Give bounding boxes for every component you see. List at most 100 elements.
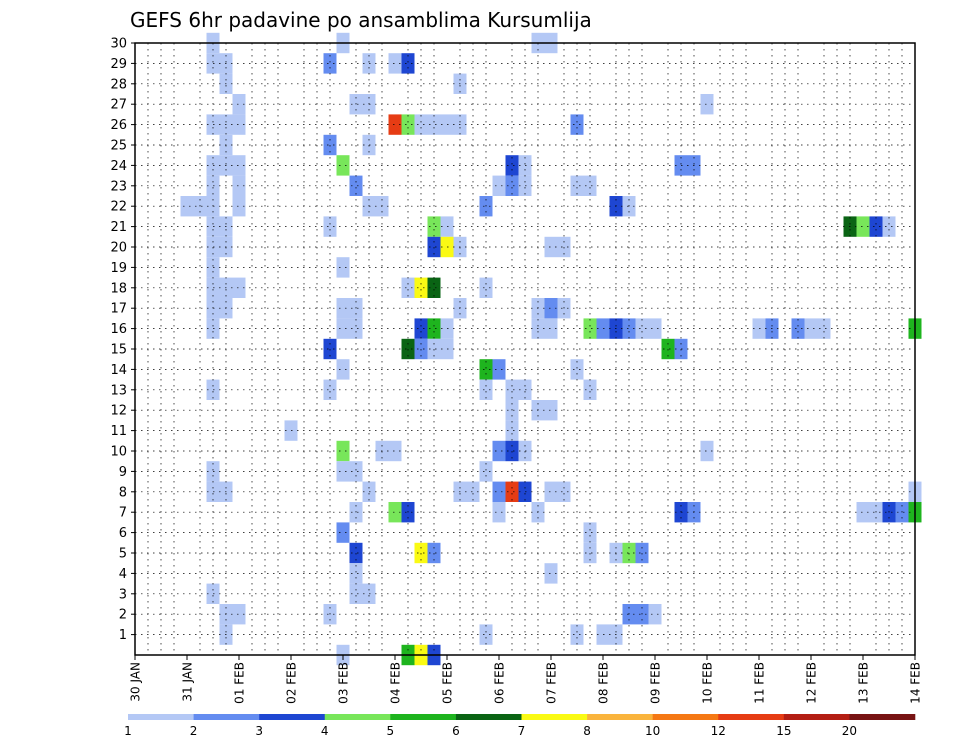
heatmap-cell	[700, 440, 714, 462]
heatmap-cell	[336, 359, 350, 380]
legend-swatch	[193, 714, 260, 720]
heatmap-cell	[323, 379, 337, 400]
heatmap-cell	[232, 196, 246, 217]
heatmap-cell	[505, 175, 519, 196]
y-tick-label: 14	[110, 363, 127, 378]
legend-label: 20	[842, 724, 857, 738]
heatmap-cell	[544, 236, 558, 258]
heatmap-cell	[388, 53, 402, 74]
heatmap-cell	[336, 440, 350, 462]
y-tick-label: 3	[119, 587, 127, 602]
heatmap-cell	[544, 400, 558, 421]
y-tick-label: 24	[110, 159, 127, 174]
heatmap-cell	[336, 298, 350, 319]
y-tick-label: 9	[119, 465, 127, 480]
y-tick-label: 6	[119, 526, 127, 541]
heatmap-cell	[336, 318, 350, 339]
x-tick-label: 01 FEB	[233, 662, 247, 704]
y-tick-label: 30	[110, 37, 127, 52]
heatmap-cell	[232, 604, 246, 625]
x-tick-label: 10 FEB	[701, 662, 715, 704]
x-tick-label: 02 FEB	[285, 662, 299, 704]
x-tick-label: 08 FEB	[597, 662, 611, 704]
heatmap-cell	[349, 461, 363, 482]
heatmap-cell	[232, 277, 246, 298]
heatmap-cell	[505, 420, 519, 441]
y-tick-label: 13	[110, 383, 127, 398]
heatmap-cell	[336, 522, 350, 543]
heatmap-cell	[492, 481, 506, 502]
y-tick-label: 12	[110, 404, 127, 419]
heatmap-cell	[349, 563, 363, 584]
color-legend: 1 2 3 4 5 6 7 8 10 12 15 20	[124, 714, 916, 738]
x-tick-label: 03 FEB	[337, 662, 351, 704]
x-tick-label: 09 FEB	[649, 662, 663, 704]
heatmap-cell	[336, 257, 350, 278]
legend-swatch	[259, 714, 326, 720]
heatmap-cell	[882, 216, 896, 237]
heatmap-cell	[479, 624, 493, 645]
y-tick-label: 7	[119, 506, 127, 521]
heatmap-cell	[544, 563, 558, 584]
x-tick-label: 30 JAN	[129, 662, 143, 702]
heatmap-cell	[583, 318, 597, 339]
heatmap-cell	[505, 379, 519, 400]
heatmap-cell	[427, 114, 441, 135]
heatmap-cell	[570, 359, 584, 380]
heatmap-cell	[505, 155, 519, 176]
legend-label: 3	[255, 724, 263, 738]
heatmap-cell	[648, 318, 662, 339]
legend-label: 15	[776, 724, 791, 738]
legend-swatch	[521, 714, 588, 720]
y-tick-label: 28	[110, 77, 127, 92]
heatmap-cell	[635, 318, 649, 339]
y-tick-label: 2	[119, 608, 127, 623]
legend-label: 1	[124, 724, 132, 738]
chart-title: GEFS 6hr padavine po ansamblima Kursumli…	[130, 8, 592, 32]
heatmap-cell	[570, 175, 584, 196]
legend-label: 5	[387, 724, 395, 738]
legend-swatch	[455, 714, 522, 720]
heatmap-cell	[869, 216, 883, 237]
y-axis: 1234567891011121314151617181920212223242…	[110, 37, 135, 643]
heatmap-cell	[557, 481, 571, 502]
heatmap-cell	[492, 440, 506, 462]
x-axis: 30 JAN 31 JAN 01 FEB 02 FEB 03 FEB 04 FEB 05 F…	[129, 655, 923, 704]
heatmap-cell	[336, 461, 350, 482]
heatmap-cell	[401, 277, 415, 298]
heatmap-cell	[570, 114, 584, 135]
heatmap-cells	[180, 32, 922, 666]
heatmap-cell	[323, 216, 337, 237]
heatmap-cell	[349, 583, 363, 604]
heatmap-cell	[180, 196, 194, 217]
heatmap-cell	[427, 277, 441, 298]
heatmap-cell	[427, 318, 441, 339]
heatmap-cell	[856, 502, 870, 523]
legend-swatch	[128, 714, 194, 720]
heatmap-cell	[388, 440, 402, 462]
legend-swatch	[849, 714, 916, 720]
legend-swatch	[587, 714, 653, 720]
x-tick-label: 06 FEB	[493, 662, 507, 704]
x-tick-label: 13 FEB	[857, 662, 871, 704]
y-tick-label: 25	[110, 139, 127, 154]
y-tick-label: 17	[110, 302, 127, 317]
heatmap-cell	[232, 175, 246, 196]
legend-swatch	[783, 714, 850, 720]
legend-swatch	[390, 714, 457, 720]
legend-label: 10	[645, 724, 660, 738]
y-tick-label: 8	[119, 485, 127, 500]
heatmap-cell	[479, 277, 493, 298]
x-tick-label: 12 FEB	[805, 662, 819, 704]
heatmap-cell	[492, 175, 506, 196]
heatmap-cell	[414, 277, 428, 298]
heatmap-cell	[232, 114, 246, 135]
y-tick-label: 19	[110, 261, 127, 276]
heatmap-cell	[492, 502, 506, 523]
heatmap-cell	[414, 318, 428, 339]
y-tick-label: 18	[110, 281, 127, 296]
y-tick-label: 11	[110, 424, 127, 439]
y-tick-label: 29	[110, 57, 127, 72]
y-tick-label: 21	[110, 220, 127, 235]
